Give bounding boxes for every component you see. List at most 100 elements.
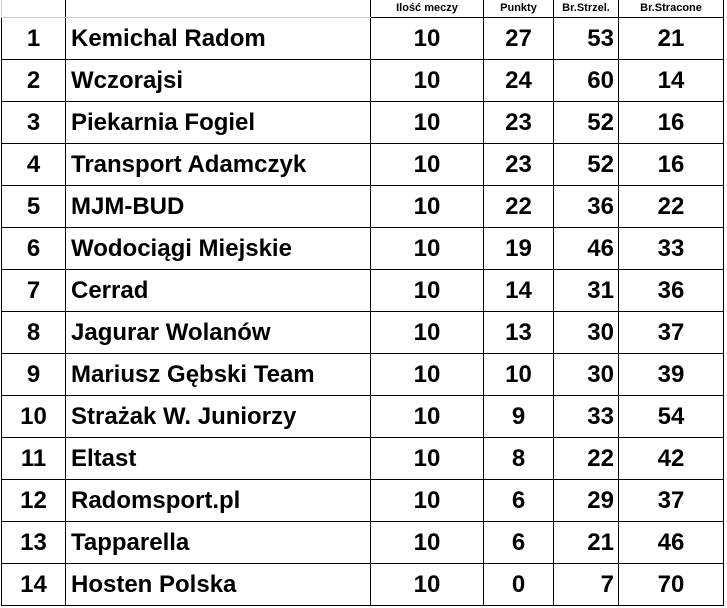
goals-against-cell: 70 xyxy=(618,563,724,606)
team-name-cell: Mariusz Gębski Team xyxy=(65,353,371,396)
team-name-cell: Jagurar Wolanów xyxy=(65,311,371,354)
rank-cell: 3 xyxy=(1,101,66,144)
goals-against-cell: 21 xyxy=(618,17,724,60)
matches-cell: 10 xyxy=(370,437,484,480)
points-cell: 14 xyxy=(483,269,554,312)
goals-against-cell: 42 xyxy=(618,437,724,480)
goals-against-cell: 37 xyxy=(618,479,724,522)
rank-cell: 14 xyxy=(1,563,66,606)
goals-for-cell: 33 xyxy=(553,395,619,438)
table-row: 11 Eltast 10 8 22 42 xyxy=(1,437,724,480)
matches-cell: 10 xyxy=(370,563,484,606)
matches-cell: 10 xyxy=(370,185,484,228)
team-name-cell: Radomsport.pl xyxy=(65,479,371,522)
table-row: 7 Cerrad 10 14 31 36 xyxy=(1,269,724,312)
goals-for-cell: 31 xyxy=(553,269,619,312)
goals-against-cell: 22 xyxy=(618,185,724,228)
goals-for-cell: 52 xyxy=(553,143,619,186)
team-name-cell: Transport Adamczyk xyxy=(65,143,371,186)
points-cell: 24 xyxy=(483,59,554,102)
goals-against-cell: 16 xyxy=(618,143,724,186)
goals-for-cell: 53 xyxy=(553,17,619,60)
rank-cell: 9 xyxy=(1,353,66,396)
rank-cell: 1 xyxy=(1,17,66,60)
goals-against-cell: 14 xyxy=(618,59,724,102)
team-name-cell: MJM-BUD xyxy=(65,185,371,228)
points-cell: 6 xyxy=(483,479,554,522)
points-cell: 22 xyxy=(483,185,554,228)
table-row: 12 Radomsport.pl 10 6 29 37 xyxy=(1,479,724,522)
goals-against-cell: 39 xyxy=(618,353,724,396)
table-row: 8 Jagurar Wolanów 10 13 30 37 xyxy=(1,311,724,354)
goals-for-cell: 22 xyxy=(553,437,619,480)
team-name-cell: Hosten Polska xyxy=(65,563,371,606)
team-name-cell: Kemichal Radom xyxy=(65,17,371,60)
points-cell: 23 xyxy=(483,143,554,186)
points-cell: 8 xyxy=(483,437,554,480)
team-name-cell: Eltast xyxy=(65,437,371,480)
table-row: 2 Wczorajsi 10 24 60 14 xyxy=(1,59,724,102)
goals-for-cell: 46 xyxy=(553,227,619,270)
goals-against-cell: 16 xyxy=(618,101,724,144)
points-cell: 27 xyxy=(483,17,554,60)
header-team xyxy=(65,0,371,18)
goals-for-cell: 7 xyxy=(553,563,619,606)
matches-cell: 10 xyxy=(370,311,484,354)
points-cell: 19 xyxy=(483,227,554,270)
rank-cell: 12 xyxy=(1,479,66,522)
rank-cell: 13 xyxy=(1,521,66,564)
rank-cell: 8 xyxy=(1,311,66,354)
team-name-cell: Tapparella xyxy=(65,521,371,564)
goals-against-cell: 36 xyxy=(618,269,724,312)
matches-cell: 10 xyxy=(370,59,484,102)
table-row: 1 Kemichal Radom 10 27 53 21 xyxy=(1,17,724,60)
header-points: Punkty xyxy=(483,0,554,18)
table-row: 14 Hosten Polska 10 0 7 70 xyxy=(1,563,724,606)
rank-cell: 5 xyxy=(1,185,66,228)
rank-cell: 11 xyxy=(1,437,66,480)
team-name-cell: Wczorajsi xyxy=(65,59,371,102)
matches-cell: 10 xyxy=(370,227,484,270)
points-cell: 10 xyxy=(483,353,554,396)
points-cell: 9 xyxy=(483,395,554,438)
matches-cell: 10 xyxy=(370,17,484,60)
matches-cell: 10 xyxy=(370,143,484,186)
goals-for-cell: 21 xyxy=(553,521,619,564)
header-goals-against: Br.Stracone xyxy=(618,0,724,18)
team-name-cell: Cerrad xyxy=(65,269,371,312)
points-cell: 23 xyxy=(483,101,554,144)
goals-for-cell: 36 xyxy=(553,185,619,228)
rank-cell: 2 xyxy=(1,59,66,102)
points-cell: 0 xyxy=(483,563,554,606)
rank-cell: 4 xyxy=(1,143,66,186)
matches-cell: 10 xyxy=(370,521,484,564)
header-row: Ilość meczy Punkty Br.Strzel. Br.Stracon… xyxy=(1,0,724,18)
table-row: 13 Tapparella 10 6 21 46 xyxy=(1,521,724,564)
matches-cell: 10 xyxy=(370,353,484,396)
header-rank xyxy=(1,0,66,18)
header-matches: Ilość meczy xyxy=(370,0,484,18)
goals-for-cell: 29 xyxy=(553,479,619,522)
goals-for-cell: 30 xyxy=(553,353,619,396)
table-row: 5 MJM-BUD 10 22 36 22 xyxy=(1,185,724,228)
goals-against-cell: 37 xyxy=(618,311,724,354)
goals-against-cell: 46 xyxy=(618,521,724,564)
goals-for-cell: 60 xyxy=(553,59,619,102)
table-row: 10 Strażak W. Juniorzy 10 9 33 54 xyxy=(1,395,724,438)
rank-cell: 7 xyxy=(1,269,66,312)
team-name-cell: Strażak W. Juniorzy xyxy=(65,395,371,438)
matches-cell: 10 xyxy=(370,101,484,144)
matches-cell: 10 xyxy=(370,395,484,438)
rank-cell: 6 xyxy=(1,227,66,270)
points-cell: 13 xyxy=(483,311,554,354)
table-row: 9 Mariusz Gębski Team 10 10 30 39 xyxy=(1,353,724,396)
goals-for-cell: 52 xyxy=(553,101,619,144)
table-row: 4 Transport Adamczyk 10 23 52 16 xyxy=(1,143,724,186)
matches-cell: 10 xyxy=(370,269,484,312)
header-goals-for: Br.Strzel. xyxy=(553,0,619,18)
goals-for-cell: 30 xyxy=(553,311,619,354)
matches-cell: 10 xyxy=(370,479,484,522)
goals-against-cell: 54 xyxy=(618,395,724,438)
table-row: 6 Wodociągi Miejskie 10 19 46 33 xyxy=(1,227,724,270)
